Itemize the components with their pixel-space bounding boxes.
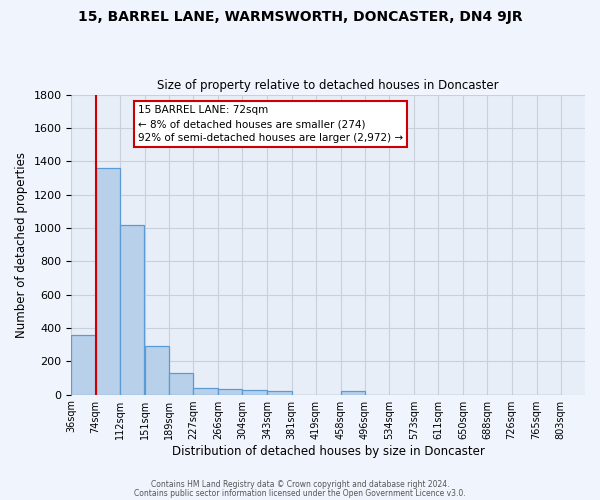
- Bar: [341, 391, 365, 394]
- Bar: [71, 334, 95, 394]
- Text: 15, BARREL LANE, WARMSWORTH, DONCASTER, DN4 9JR: 15, BARREL LANE, WARMSWORTH, DONCASTER, …: [77, 10, 523, 24]
- Bar: [95, 168, 120, 394]
- Bar: [267, 391, 292, 394]
- Title: Size of property relative to detached houses in Doncaster: Size of property relative to detached ho…: [157, 79, 499, 92]
- Bar: [145, 346, 169, 395]
- Text: Contains public sector information licensed under the Open Government Licence v3: Contains public sector information licen…: [134, 488, 466, 498]
- Bar: [193, 388, 218, 394]
- Bar: [169, 373, 193, 394]
- Bar: [242, 390, 266, 394]
- Text: Contains HM Land Registry data © Crown copyright and database right 2024.: Contains HM Land Registry data © Crown c…: [151, 480, 449, 489]
- Text: 15 BARREL LANE: 72sqm
← 8% of detached houses are smaller (274)
92% of semi-deta: 15 BARREL LANE: 72sqm ← 8% of detached h…: [138, 105, 403, 143]
- Bar: [218, 388, 242, 394]
- Y-axis label: Number of detached properties: Number of detached properties: [15, 152, 28, 338]
- Bar: [120, 224, 144, 394]
- X-axis label: Distribution of detached houses by size in Doncaster: Distribution of detached houses by size …: [172, 444, 485, 458]
